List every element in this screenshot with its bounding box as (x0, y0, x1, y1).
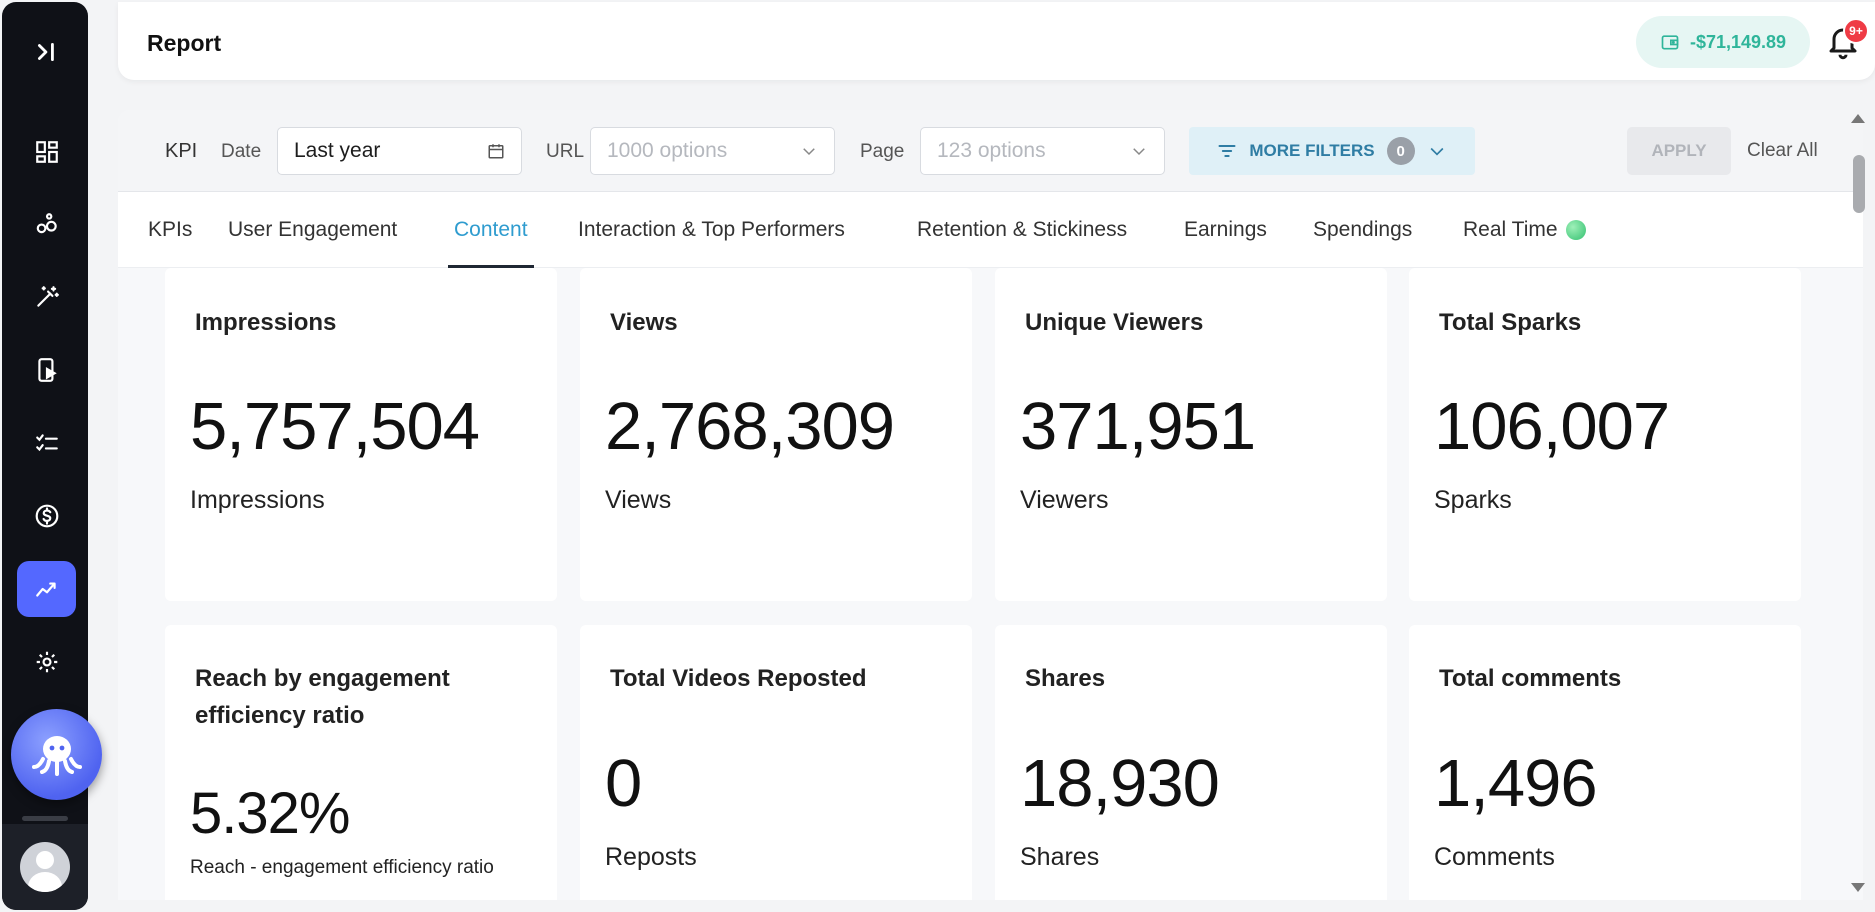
kpi-card-unique-viewers: Unique Viewers 371,951 Viewers (995, 268, 1387, 601)
clear-all-link[interactable]: Clear All (1747, 140, 1818, 161)
kpi-card-views: Views 2,768,309 Views (580, 268, 972, 601)
page-placeholder: 123 options (937, 139, 1046, 162)
card-title: Reach by engagement efficiency ratio (195, 665, 450, 729)
chevron-down-icon (1430, 147, 1444, 156)
dashboard-icon (35, 141, 58, 163)
card-title: Unique Viewers (1025, 309, 1204, 336)
top-header: Report -$71,149.89 9+ (118, 2, 1875, 80)
kpi-card-impressions: Impressions 5,757,504 Impressions (165, 268, 557, 601)
kpi-card-shares: Shares 18,930 Shares (995, 625, 1387, 900)
magic-wand-icon (36, 286, 59, 307)
card-unit: Viewers (1020, 486, 1109, 514)
kpi-card-reach-efficiency: Reach by engagement efficiency ratio 5.3… (165, 625, 557, 900)
scroll-up-arrow[interactable] (1851, 114, 1865, 123)
expand-icon (37, 43, 54, 61)
card-value: 18,930 (1020, 746, 1220, 821)
chevron-down-icon (803, 148, 815, 156)
page-label: Page (860, 141, 905, 162)
card-title: Total Sparks (1439, 309, 1582, 336)
dollar-icon (35, 504, 58, 528)
card-value: 371,951 (1020, 389, 1256, 464)
live-status-dot (1565, 220, 1586, 240)
video-phone-icon (37, 358, 57, 382)
checklist-icon (35, 434, 58, 452)
more-filters-button[interactable]: MORE FILTERS 0 (1189, 127, 1475, 175)
card-value: 0 (605, 746, 642, 821)
card-unit: Views (605, 486, 672, 514)
date-picker[interactable]: Last year (277, 127, 522, 175)
tab-content[interactable]: Content (448, 192, 534, 268)
card-value: 2,768,309 (605, 389, 895, 464)
card-unit: Reach - engagement efficiency ratio (190, 857, 494, 878)
tab-interaction-top-performers[interactable]: Interaction & Top Performers (578, 218, 845, 241)
card-title: Total Videos Reposted (610, 665, 867, 692)
card-unit: Impressions (190, 486, 325, 514)
tab-kpis[interactable]: KPIs (148, 218, 193, 241)
card-title: Total comments (1439, 665, 1622, 692)
card-unit: Comments (1434, 843, 1555, 871)
card-value: 5,757,504 (190, 389, 480, 464)
filter-icon (1218, 145, 1236, 157)
tab-spendings[interactable]: Spendings (1313, 218, 1413, 241)
sidebar-item-magic[interactable] (17, 269, 76, 325)
wallet-balance-button[interactable]: -$71,149.89 (1636, 16, 1810, 68)
url-placeholder: 1000 options (607, 139, 728, 162)
card-unit: Shares (1020, 843, 1100, 871)
tab-retention-stickiness[interactable]: Retention & Stickiness (917, 218, 1128, 241)
url-label: URL (546, 141, 585, 162)
sidebar-item-bubbles[interactable] (17, 196, 76, 252)
report-tabs: KPIs User Engagement Content Interaction… (118, 192, 1863, 268)
card-title: Views (610, 309, 678, 336)
kpi-card-total-sparks: Total Sparks 106,007 Sparks (1409, 268, 1801, 601)
octopus-icon (31, 735, 82, 776)
card-title: Shares (1025, 665, 1106, 692)
apply-button[interactable]: APPLY (1627, 127, 1731, 175)
kpi-label: KPI (165, 140, 198, 162)
kpi-card-total-videos-reposted: Total Videos Reposted 0 Reposts (580, 625, 972, 900)
sidebar-item-dashboard[interactable] (17, 124, 76, 180)
analytics-icon (35, 582, 56, 597)
tab-user-engagement[interactable]: User Engagement (228, 218, 398, 241)
balance-amount: -$71,149.89 (1689, 31, 1787, 52)
sidebar (2, 2, 102, 910)
sidebar-item-report[interactable] (17, 561, 76, 617)
sidebar-item-earnings[interactable] (17, 488, 76, 544)
scrollbar-thumb[interactable] (1853, 155, 1865, 213)
card-value: 5.32% (190, 781, 350, 846)
report-content: KPI Date Last year URL 1000 options Page… (118, 110, 1863, 900)
chevron-down-icon (1133, 148, 1145, 156)
tab-real-time[interactable]: Real Time (1463, 192, 1586, 268)
sidebar-item-videos[interactable] (17, 342, 76, 398)
sidebar-divider (22, 816, 68, 821)
tab-earnings[interactable]: Earnings (1184, 218, 1267, 241)
date-label: Date (221, 141, 262, 162)
avatar (20, 842, 70, 892)
card-title: Impressions (195, 309, 337, 336)
scroll-down-arrow[interactable] (1851, 883, 1865, 892)
notification-badge: 9+ (1843, 18, 1869, 44)
page-select[interactable]: 123 options (920, 127, 1165, 175)
url-select[interactable]: 1000 options (590, 127, 835, 175)
sidebar-item-tasks[interactable] (17, 415, 76, 471)
tab-real-time-label: Real Time (1463, 218, 1558, 241)
wallet-icon (1661, 35, 1679, 50)
calendar-icon (488, 144, 504, 159)
page-title: Report (147, 30, 222, 56)
card-unit: Sparks (1434, 486, 1512, 514)
filter-count-badge: 0 (1386, 137, 1415, 165)
card-value: 106,007 (1434, 389, 1670, 464)
bubbles-icon (36, 213, 57, 234)
expand-sidebar-button[interactable] (17, 24, 76, 80)
gear-icon (36, 651, 57, 673)
card-unit: Reposts (605, 843, 697, 871)
user-menu[interactable] (2, 824, 88, 910)
date-value: Last year (294, 139, 381, 162)
filter-bar: KPI Date Last year URL 1000 options Page… (118, 110, 1863, 192)
card-value: 1,496 (1434, 746, 1598, 821)
more-filters-label: MORE FILTERS (1249, 141, 1375, 160)
kpi-card-total-comments: Total comments 1,496 Comments (1409, 625, 1801, 900)
assistant-button[interactable] (11, 709, 102, 800)
sidebar-item-settings[interactable] (17, 634, 76, 690)
